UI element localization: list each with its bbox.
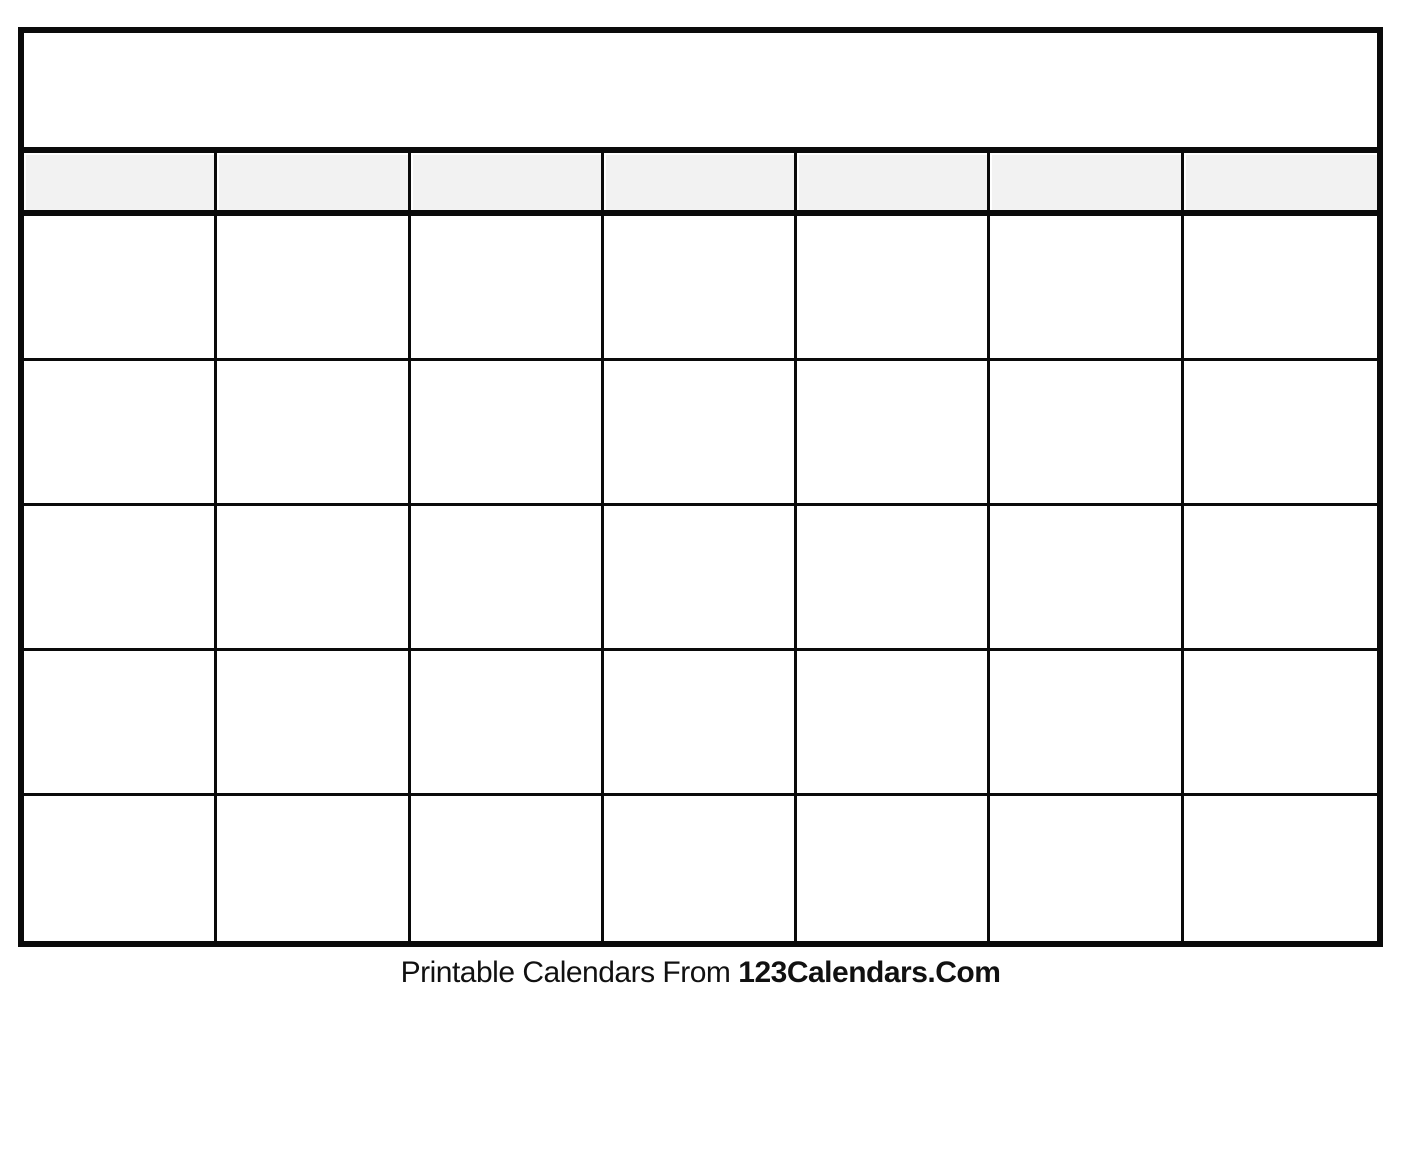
calendar-cell [217, 506, 411, 651]
calendar-cell [1183, 796, 1377, 941]
footer-brand: 123Calendars.Com [738, 956, 1001, 989]
calendar-cell [603, 506, 798, 651]
calendar-cell [410, 361, 604, 506]
calendar-cell [410, 216, 604, 361]
calendar-cell [1183, 651, 1377, 796]
calendar-cell [990, 361, 1184, 506]
calendar-cell [990, 796, 1184, 941]
calendar-cell [24, 361, 218, 506]
footer-text: Printable Calendars From [400, 956, 739, 989]
day-header-cell [603, 153, 798, 210]
day-header-cell [24, 153, 218, 210]
calendar-cell [217, 796, 411, 941]
calendar-cell [990, 506, 1184, 651]
calendar-cell [990, 216, 1184, 361]
calendar-grid [24, 216, 1377, 941]
day-header-cell [990, 153, 1184, 210]
calendar-cell [217, 361, 411, 506]
calendar-cell [603, 651, 798, 796]
calendar-cell [797, 796, 991, 941]
calendar-cell [24, 216, 218, 361]
calendar [18, 27, 1383, 947]
calendar-cell [217, 216, 411, 361]
calendar-cell [1183, 506, 1377, 651]
calendar-cell [797, 361, 991, 506]
calendar-cell [797, 651, 991, 796]
footer-credit: Printable Calendars From 123Calendars.Co… [18, 953, 1383, 993]
day-header-cell [1183, 153, 1377, 210]
day-header-cell [797, 153, 991, 210]
day-header-row [24, 153, 1377, 216]
calendar-title-box [24, 33, 1377, 153]
calendar-cell [410, 506, 604, 651]
calendar-cell [1183, 216, 1377, 361]
calendar-cell [603, 216, 798, 361]
calendar-cell [410, 651, 604, 796]
calendar-cell [217, 651, 411, 796]
calendar-cell [797, 216, 991, 361]
calendar-cell [1183, 361, 1377, 506]
calendar-cell [24, 796, 218, 941]
day-header-cell [410, 153, 604, 210]
calendar-cell [990, 651, 1184, 796]
calendar-cell [24, 506, 218, 651]
calendar-cell [24, 651, 218, 796]
calendar-cell [410, 796, 604, 941]
day-header-cell [217, 153, 411, 210]
calendar-cell [797, 506, 991, 651]
calendar-cell [603, 796, 798, 941]
calendar-cell [603, 361, 798, 506]
